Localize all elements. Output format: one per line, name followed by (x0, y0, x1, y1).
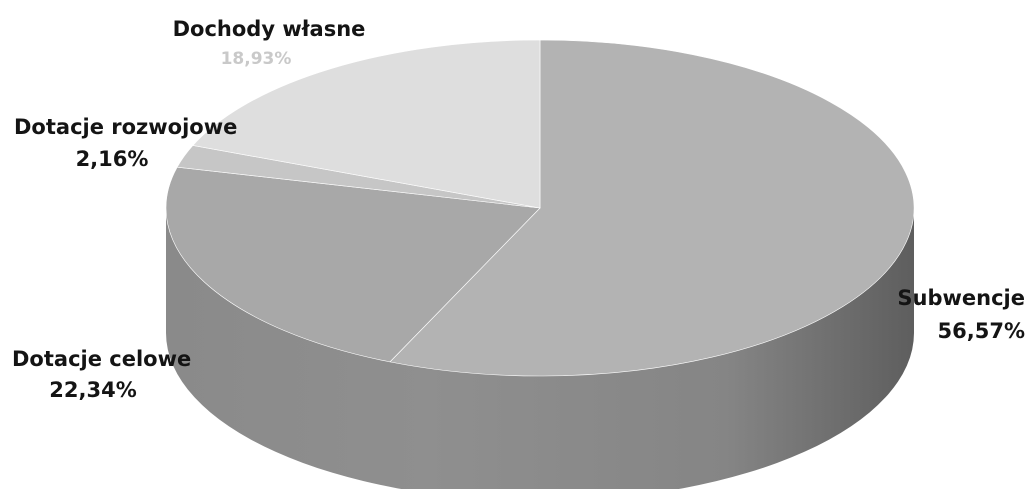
label-dotacje-rozwojowe-name: Dotacje rozwojowe (14, 115, 237, 139)
pie-slice-1 (165, 166, 541, 363)
label-dochody-wlasne-value: 18,93% (221, 49, 292, 69)
pie-slice-0 (389, 39, 915, 377)
pie-top-face (165, 39, 915, 377)
pie-slice-3 (192, 39, 541, 209)
label-dotacje-celowe-value: 22,34% (49, 378, 136, 402)
pie-side-surface (166, 208, 914, 489)
label-dotacje-celowe-name: Dotacje celowe (12, 347, 191, 371)
label-subwencje-value: 56,57% (938, 319, 1025, 343)
pie-side-wall (166, 208, 914, 489)
label-dotacje-rozwojowe-value: 2,16% (76, 147, 149, 171)
label-subwencje-name: Subwencje (897, 286, 1025, 310)
label-dochody-wlasne-name: Dochody własne (173, 17, 366, 41)
